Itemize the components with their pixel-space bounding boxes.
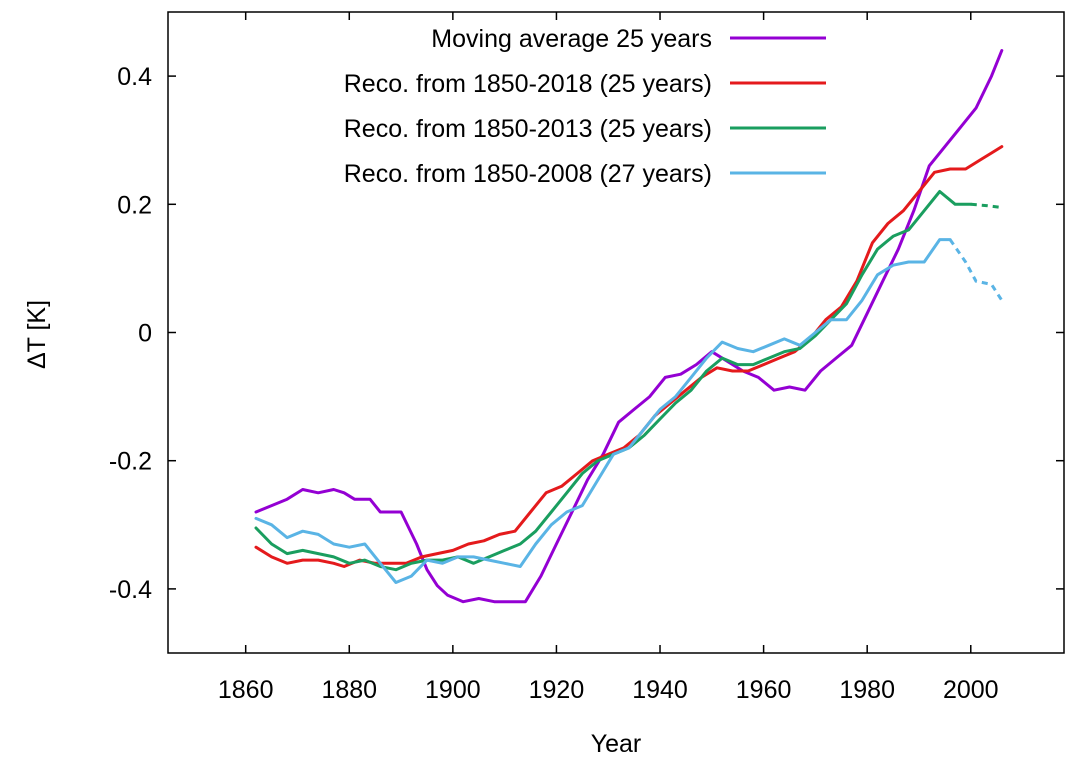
x-tick-label: 1860 <box>218 676 274 704</box>
legend-label: Reco. from 1850-2018 (25 years) <box>344 70 712 98</box>
y-tick-label: -0.4 <box>109 576 152 604</box>
x-tick-label: 1940 <box>632 676 688 704</box>
x-axis-title: Year <box>591 730 642 758</box>
axis-ticks: 1860 1880 1900 1920 1940 1960 1980 2000 -0.4 -0.2… <box>109 12 1064 704</box>
series-dashed-extension-reco-from-1850-2013-25-years <box>970 202 1002 209</box>
x-tick-label: 1980 <box>839 676 895 704</box>
x-tick-label: 1920 <box>529 676 585 704</box>
y-axis-title: ΔT [K] <box>23 300 51 369</box>
y-tick-label: 0.2 <box>117 191 152 219</box>
series-line-moving-average-25-years <box>254 49 1004 604</box>
series-dashed-extension-reco-from-1850-2008-27-years <box>948 238 1004 302</box>
series-line-reco-from-1850-2018-25-years <box>254 145 1004 568</box>
legend-label: Reco. from 1850-2008 (27 years) <box>344 160 712 188</box>
legend: Moving average 25 years Reco. from 1850-2… <box>344 25 826 188</box>
series-line-reco-from-1850-2008-27-years <box>254 238 952 584</box>
x-tick-label: 1900 <box>425 676 481 704</box>
legend-label: Reco. from 1850-2013 (25 years) <box>344 115 712 143</box>
series-lines <box>254 49 1004 604</box>
x-tick-label: 1960 <box>736 676 792 704</box>
y-tick-label: -0.2 <box>109 448 152 476</box>
y-tick-label: 0 <box>138 320 152 348</box>
x-tick-label: 2000 <box>943 676 999 704</box>
x-tick-label: 1880 <box>321 676 377 704</box>
legend-label: Moving average 25 years <box>431 25 712 53</box>
y-tick-label: 0.4 <box>117 63 152 91</box>
